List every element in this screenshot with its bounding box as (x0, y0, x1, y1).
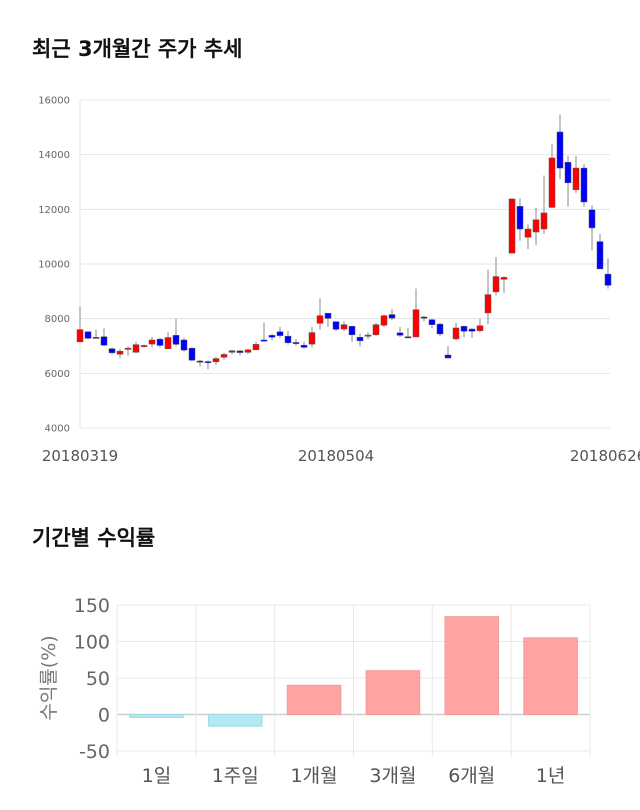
price-candlestick-chart: 4000 6000 8000 10000 12000 14000 16000 20180319… (38, 96, 640, 466)
price-chart-title: 최근 3개월간 주가 추세 (32, 37, 243, 61)
candle-down (356, 337, 364, 342)
candle-down (100, 336, 108, 346)
candle-up (76, 329, 84, 343)
candle-down (516, 206, 524, 230)
candle-down (436, 323, 444, 335)
candle-up (548, 157, 556, 208)
candle-up (476, 325, 484, 331)
candle-up (500, 277, 508, 280)
y-tick-label: 12000 (38, 205, 70, 216)
returns-chart-title: 기간별 수익률 (32, 526, 156, 550)
candle-down (332, 321, 340, 330)
candle-down (236, 350, 244, 353)
candle-up (540, 212, 548, 230)
candle-down (348, 326, 356, 336)
x-category-label: 1개월 (291, 765, 338, 787)
candle-down (468, 328, 476, 332)
candle-up (252, 344, 260, 351)
candle-down (204, 361, 212, 364)
candle-up (220, 354, 228, 358)
candle-up (148, 339, 156, 345)
y-tick-label: 10000 (38, 260, 70, 271)
return-bar (523, 637, 578, 715)
x-date-label: 20180626 (570, 447, 640, 465)
candle-down (108, 348, 116, 354)
candle-down (188, 347, 196, 361)
candle-down (292, 342, 300, 344)
return-bar (444, 616, 500, 715)
candle-up (164, 337, 172, 349)
candle-down (444, 354, 452, 359)
candle-up (308, 332, 316, 345)
x-category-label: 1주일 (212, 765, 259, 787)
candle-up (372, 324, 380, 336)
y-tick-label: 150 (74, 595, 110, 617)
candle-down (604, 273, 612, 286)
candle-up (484, 294, 492, 314)
y-tick-label: 16000 (38, 96, 70, 107)
candle-up (228, 350, 236, 353)
candle-up (244, 349, 252, 353)
x-category-label: 3개월 (369, 765, 416, 787)
candle-down (388, 314, 396, 319)
candle-down (324, 312, 332, 319)
candle-up (508, 198, 516, 254)
candle-down (564, 162, 572, 184)
candle-down (284, 335, 292, 343)
x-category-label: 1년 (536, 765, 566, 787)
candle-down (588, 209, 596, 229)
x-date-label: 20180319 (42, 447, 118, 465)
y-tick-label: 50 (86, 668, 110, 690)
candle-down (428, 319, 436, 325)
candle-up (572, 167, 580, 190)
candle-down (196, 360, 204, 363)
candle-up (524, 228, 532, 238)
y-tick-label: -50 (79, 741, 110, 763)
candle-down (84, 331, 92, 339)
y-axis-label: 수익률(%) (38, 635, 60, 720)
candle-down (260, 339, 268, 342)
return-bar (207, 714, 263, 727)
y-tick-label: 6000 (45, 369, 70, 380)
candle-down (300, 344, 308, 348)
candle-up (116, 350, 124, 355)
candle-up (380, 315, 388, 326)
x-category-label: 6개월 (448, 765, 495, 787)
x-category-label: 1일 (142, 765, 172, 787)
candle-down (180, 339, 188, 351)
candle-up (532, 219, 540, 233)
candle-up (212, 358, 220, 363)
candle-down (396, 332, 404, 336)
y-tick-label: 8000 (45, 314, 70, 325)
candle-up (132, 344, 140, 353)
return-bar (365, 670, 421, 716)
candle-down (268, 335, 276, 338)
candle-up (364, 334, 372, 337)
y-tick-label: 4000 (45, 424, 70, 435)
candle-up (124, 347, 132, 350)
candle-down (156, 338, 164, 346)
candle-up (340, 324, 348, 330)
return-bar (286, 684, 342, 715)
y-tick-label: 14000 (38, 150, 70, 161)
candle-down (460, 326, 468, 332)
candle-down (420, 316, 428, 319)
candle-up (316, 315, 324, 324)
candle-down (276, 331, 284, 336)
candle-up (140, 345, 148, 347)
candle-down (172, 335, 180, 345)
y-tick-label: 0 (98, 705, 110, 727)
candle-down (596, 241, 604, 270)
candle-up (412, 309, 420, 338)
candle-up (92, 337, 100, 339)
return-bar (129, 714, 184, 718)
candle-up (492, 276, 500, 293)
candle-up (452, 327, 460, 340)
y-tick-label: 100 (74, 632, 110, 654)
candle-down (580, 167, 588, 203)
candle-down (556, 131, 564, 169)
x-date-label: 20180504 (298, 447, 374, 465)
candle-down (404, 336, 412, 339)
